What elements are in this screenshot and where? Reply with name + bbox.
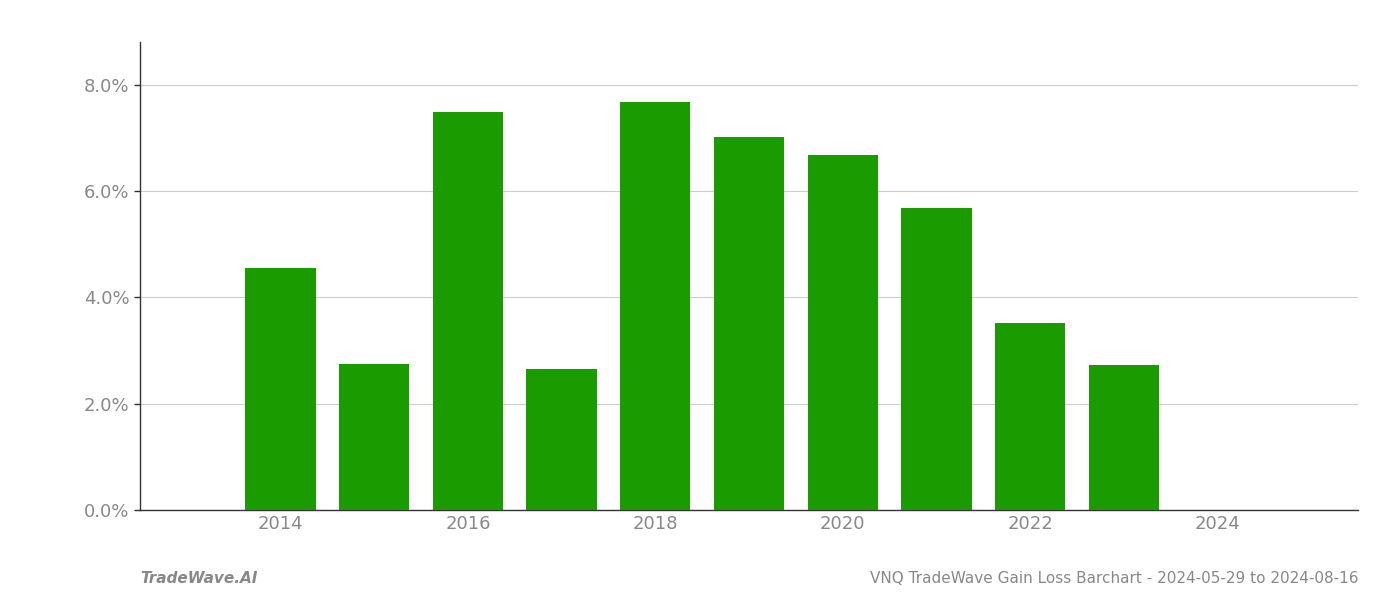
Bar <box>714 137 784 510</box>
Text: TradeWave.AI: TradeWave.AI <box>140 571 258 586</box>
Bar <box>902 208 972 510</box>
Bar <box>995 323 1065 510</box>
Bar <box>245 268 315 510</box>
Bar <box>339 364 409 510</box>
Text: VNQ TradeWave Gain Loss Barchart - 2024-05-29 to 2024-08-16: VNQ TradeWave Gain Loss Barchart - 2024-… <box>869 571 1358 586</box>
Bar <box>808 155 878 510</box>
Bar <box>1089 365 1159 510</box>
Bar <box>526 369 596 510</box>
Bar <box>433 112 503 510</box>
Bar <box>620 101 690 510</box>
